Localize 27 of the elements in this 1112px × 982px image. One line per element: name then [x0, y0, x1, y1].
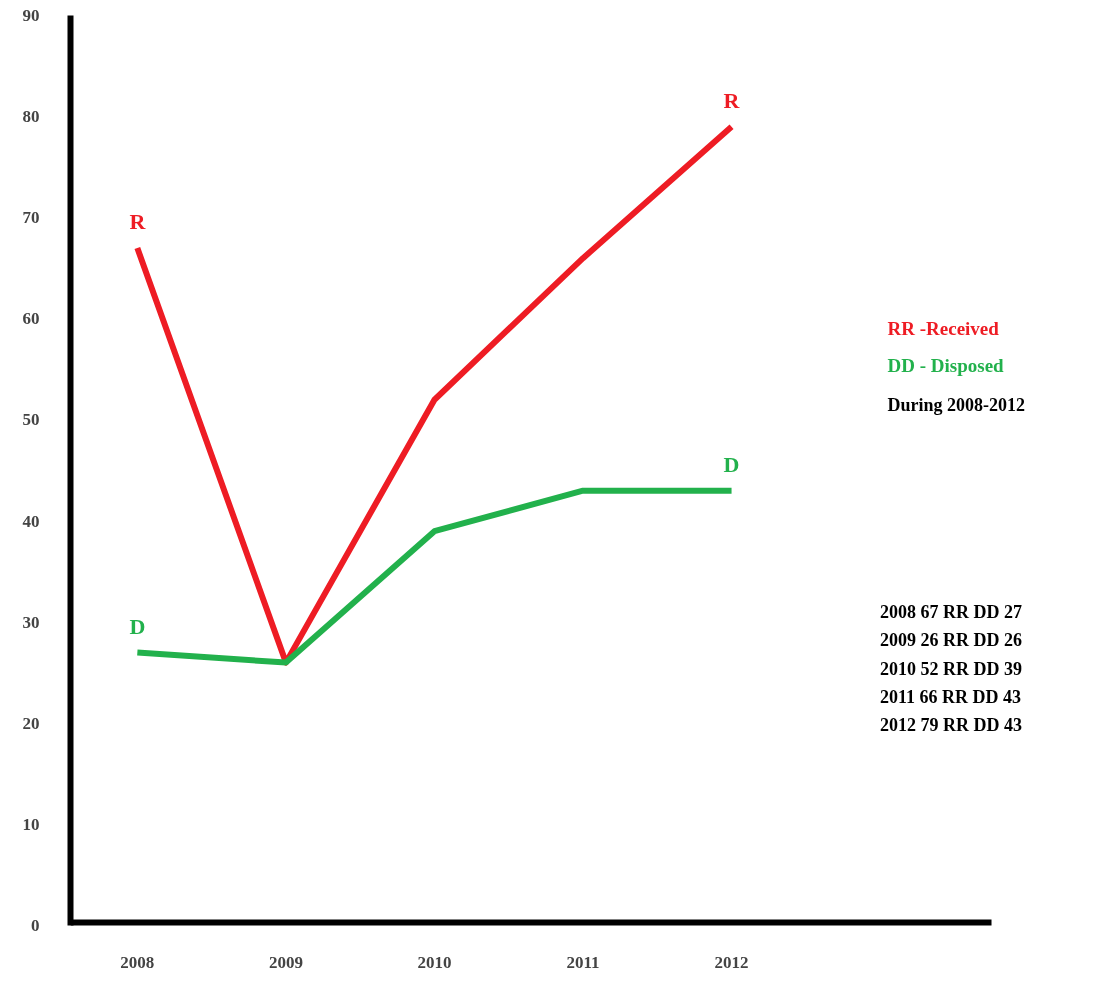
y-tick-label: 70 — [22, 208, 40, 228]
y-tick-label: 90 — [22, 6, 40, 25]
y-tick-label: 40 — [22, 511, 40, 531]
annotation: R — [723, 87, 741, 113]
x-tick-label: 2011 — [566, 952, 600, 972]
x-tick-label: 2012 — [714, 952, 749, 972]
text: 2010 52 RR DD 39 — [880, 658, 1023, 679]
y-tick-label: 80 — [22, 107, 40, 127]
x-tick-label: 2009 — [268, 952, 303, 972]
text: RR -Received — [887, 318, 1000, 340]
annotation: R — [129, 209, 147, 235]
x-tick-label: 2008 — [120, 952, 155, 972]
text: DD - Disposed — [887, 355, 1005, 377]
text: 2008 67 RR DD 27 — [880, 602, 1023, 623]
y-tick-label: 20 — [22, 713, 40, 733]
y-tick-label: 10 — [22, 814, 40, 834]
y-tick-label: 0 — [31, 916, 40, 935]
y-tick-label: 60 — [22, 309, 40, 329]
text: 2011 66 RR DD 43 — [880, 687, 1022, 708]
annotation: D — [129, 613, 146, 639]
y-tick-label: 50 — [22, 410, 40, 430]
x-tick-label: 2010 — [417, 952, 452, 972]
text: 2012 79 RR DD 43 — [880, 715, 1023, 736]
annotation: D — [723, 451, 740, 477]
y-tick-label: 30 — [22, 612, 40, 632]
text: 2009 26 RR DD 26 — [880, 630, 1023, 651]
text: During 2008-2012 — [887, 394, 1026, 415]
